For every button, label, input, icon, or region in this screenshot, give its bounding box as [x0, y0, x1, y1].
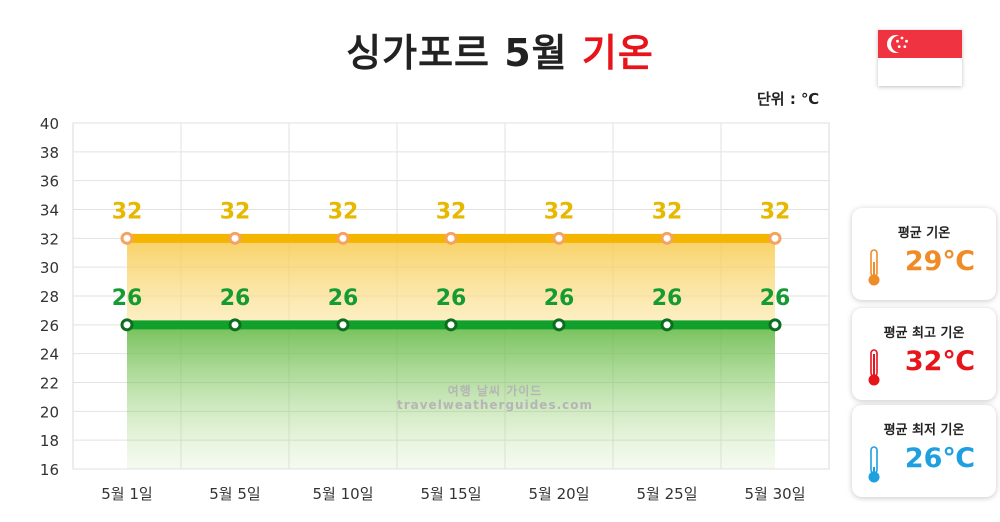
data-label: 32 [652, 199, 683, 224]
y-tick-label: 38 [40, 144, 59, 162]
x-tick-label: 5월 25일 [637, 485, 698, 503]
y-tick-label: 36 [40, 173, 59, 191]
watermark-line2: travelweatherguides.com [396, 398, 594, 412]
y-tick-label: 30 [40, 259, 59, 277]
data-label: 26 [328, 286, 359, 311]
thermometer-low-icon [868, 446, 880, 483]
x-tick-label: 5월 15일 [421, 485, 482, 503]
y-tick-label: 26 [40, 317, 59, 335]
x-tick-label: 5월 20일 [529, 485, 590, 503]
chart-title: 싱가포르 5월 기온 [0, 22, 1000, 77]
unit-label: 단위 : ℃ [757, 90, 820, 108]
stat-label: 평균 최고 기온 [883, 326, 965, 341]
data-point [552, 318, 566, 332]
data-label: 32 [760, 199, 791, 224]
data-label: 32 [544, 199, 575, 224]
watermark-line1: 여행 날씨 가이드 [447, 384, 543, 398]
watermark: 여행 날씨 가이드 travelweatherguides.com [395, 384, 595, 412]
thermometer-high-icon [868, 349, 880, 386]
data-label: 32 [328, 199, 359, 224]
y-tick-label: 24 [40, 346, 59, 364]
band-area-low [127, 324, 775, 469]
y-tick-label: 34 [40, 202, 59, 220]
x-tick-label: 5월 5일 [209, 485, 260, 503]
title-accent: 기온 [581, 31, 654, 75]
y-tick-label: 20 [40, 403, 59, 421]
y-tick-label: 32 [40, 230, 59, 248]
thermometer-half-icon [868, 249, 880, 286]
temperature-chart: 16 18 20 22 24 26 28 30 32 34 36 38 40 5월 1일 5월 5일 5월 1… [40, 115, 830, 503]
x-tick-label: 5월 10일 [313, 485, 374, 503]
data-point [768, 318, 782, 332]
x-tick-label: 5월 30일 [745, 485, 806, 503]
data-point [120, 231, 134, 245]
data-label: 32 [436, 199, 467, 224]
x-tick-label: 5월 1일 [101, 485, 152, 503]
data-label: 32 [112, 199, 143, 224]
data-label: 26 [652, 286, 683, 311]
data-point [444, 231, 458, 245]
title-main: 싱가포르 5월 [346, 31, 568, 75]
data-point [336, 231, 350, 245]
stat-card-low: 평균 최저 기온 26℃ [852, 405, 996, 497]
y-tick-label: 28 [40, 288, 59, 306]
stat-card-avg: 평균 기온 29℃ [852, 208, 996, 300]
stat-value: 26℃ [904, 443, 976, 474]
data-point [228, 231, 242, 245]
data-point [660, 231, 674, 245]
singapore-flag-icon [878, 30, 962, 86]
data-label: 26 [760, 286, 791, 311]
y-tick-label: 22 [40, 375, 59, 393]
data-label: 26 [544, 286, 575, 311]
band-area-high [127, 238, 775, 325]
data-label: 26 [112, 286, 143, 311]
y-tick-label: 40 [40, 115, 59, 133]
stat-label: 평균 최저 기온 [883, 423, 965, 438]
y-tick-label: 18 [40, 432, 59, 450]
data-label: 26 [220, 286, 251, 311]
y-tick-label: 16 [40, 461, 59, 479]
data-point [228, 318, 242, 332]
stat-value: 32℃ [904, 346, 976, 377]
data-label: 26 [436, 286, 467, 311]
data-point [444, 318, 458, 332]
data-point [336, 318, 350, 332]
data-label: 32 [220, 199, 251, 224]
data-point [660, 318, 674, 332]
stat-value: 29℃ [904, 246, 976, 277]
stat-card-high: 평균 최고 기온 32℃ [852, 308, 996, 400]
data-point [120, 318, 134, 332]
stat-label: 평균 기온 [897, 226, 951, 241]
data-point [552, 231, 566, 245]
data-point [768, 231, 782, 245]
